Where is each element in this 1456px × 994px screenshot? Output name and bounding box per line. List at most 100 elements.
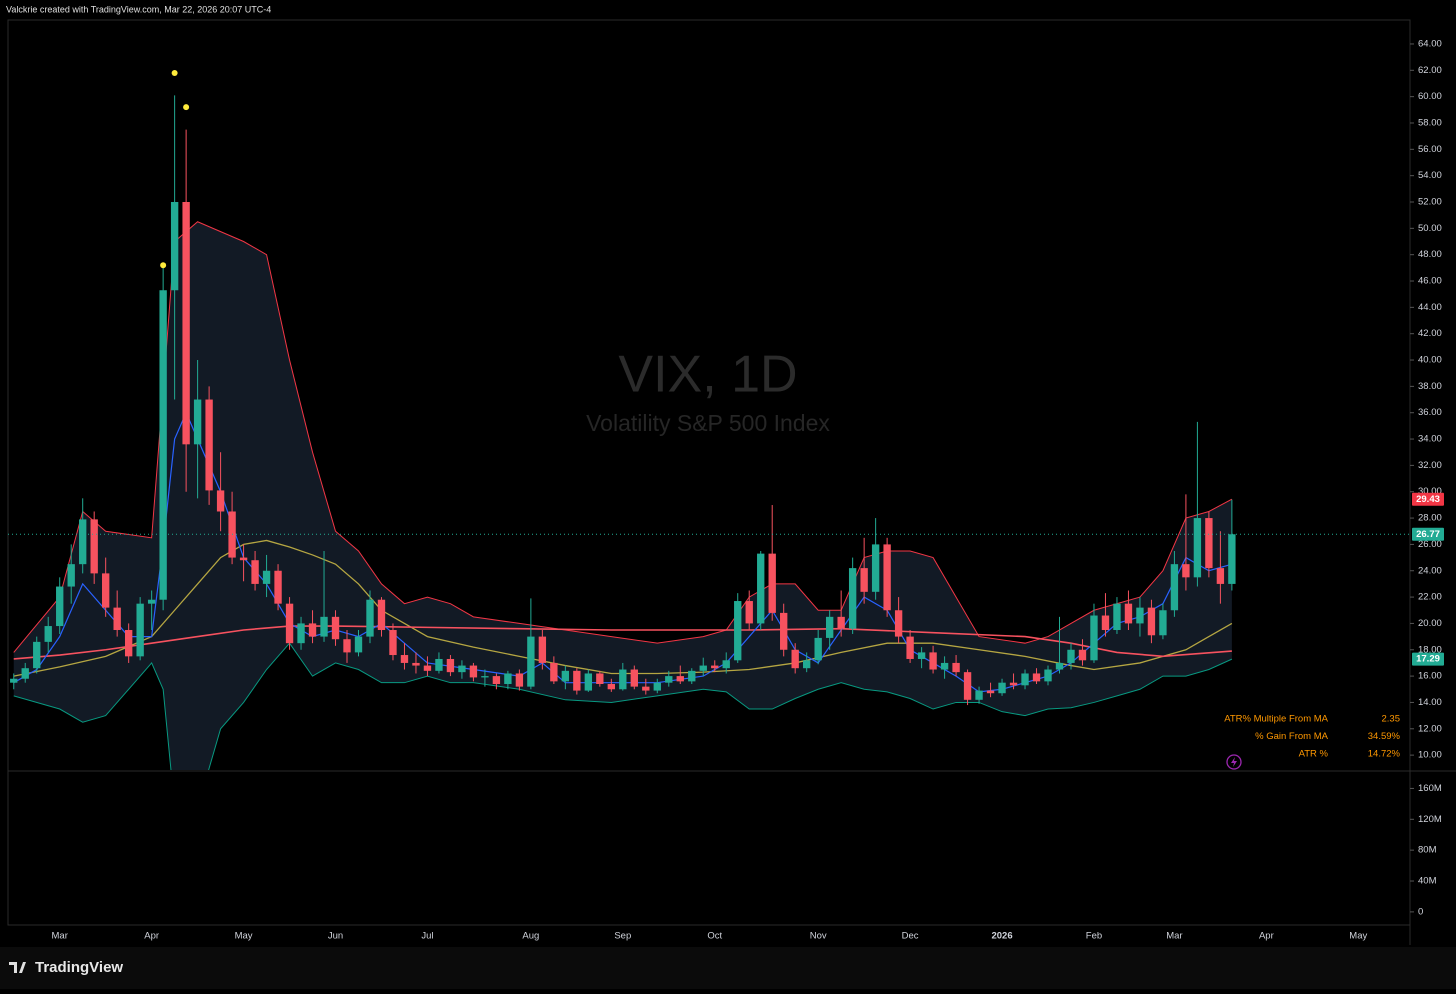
candle-body (676, 676, 684, 682)
volume-tick-label: 80M (1418, 845, 1437, 856)
candle-body (423, 665, 432, 671)
candle-body (688, 670, 696, 682)
watermark-title: VIX, 1D (618, 346, 797, 404)
candle-body (90, 519, 98, 574)
candle-body (320, 616, 328, 637)
volume-tick-label: 40M (1418, 876, 1437, 887)
y-tick-label: 50.00 (1418, 223, 1442, 234)
x-tick-label: Mar (52, 931, 68, 942)
candle-body (1078, 649, 1087, 661)
info-label: ATR % (1299, 749, 1329, 760)
candle-body (642, 686, 650, 691)
candle-body (458, 665, 466, 673)
price-tag-label: 26.77 (1416, 529, 1440, 540)
y-tick-label: 60.00 (1418, 91, 1442, 102)
footer-bar (0, 947, 1456, 989)
candle-body (1228, 534, 1236, 584)
candle-body (10, 678, 18, 683)
candle-body (619, 669, 627, 690)
candle-body (377, 599, 386, 631)
x-tick-label: Feb (1086, 931, 1102, 942)
logo-mark (9, 962, 26, 973)
candle-body (366, 599, 374, 637)
info-value: 2.35 (1382, 714, 1401, 725)
candle-body (699, 665, 707, 671)
candle-body (1147, 607, 1156, 636)
x-tick-label: Jul (421, 931, 433, 942)
y-tick-label: 56.00 (1418, 144, 1442, 155)
volume-tick-label: 0 (1418, 906, 1423, 917)
candle-body (768, 553, 776, 613)
candle-body (860, 568, 868, 592)
price-tag (1412, 527, 1444, 541)
candle-body (538, 636, 547, 663)
y-tick-label: 36.00 (1418, 407, 1442, 418)
y-tick-label: 46.00 (1418, 276, 1442, 287)
candle-body (998, 682, 1006, 694)
candle-body (389, 630, 397, 656)
candle-body (44, 626, 52, 642)
candle-body (159, 290, 167, 600)
y-tick-label: 48.00 (1418, 249, 1442, 260)
candle-body (1193, 518, 1202, 578)
indicator-line (13, 625, 1232, 660)
candle-body (21, 668, 29, 679)
candle-body (354, 636, 363, 653)
y-tick-label: 28.00 (1418, 513, 1442, 524)
candle-body (515, 673, 524, 687)
candle-body (147, 599, 156, 604)
candle-body (803, 660, 811, 669)
x-tick-label: 2026 (991, 931, 1012, 942)
candle-body (481, 676, 489, 678)
candle-body (653, 682, 661, 691)
alert-icon[interactable] (1226, 754, 1242, 770)
signal-marker (160, 262, 167, 269)
x-tick-label: Mar (1166, 931, 1182, 942)
candle-body (216, 490, 225, 512)
candle-body (113, 607, 121, 631)
candle-body (1216, 568, 1225, 584)
header-text: Valckrie created with TradingView.com, M… (6, 4, 271, 14)
candle-body (1032, 673, 1041, 682)
candle-body (929, 652, 937, 670)
candle-body (1205, 518, 1213, 569)
volume-tick-label: 120M (1418, 814, 1442, 825)
candle-body (1067, 649, 1075, 663)
candle-body (251, 560, 259, 584)
candle-body (1159, 610, 1167, 636)
logo-text: TradingView (35, 959, 123, 976)
candle-body (814, 637, 822, 661)
candle-body (527, 636, 535, 687)
candle-body (492, 676, 501, 685)
y-tick-label: 16.00 (1418, 671, 1442, 682)
y-tick-label: 40.00 (1418, 355, 1442, 366)
info-value: 14.72% (1368, 749, 1401, 760)
x-tick-label: May (235, 931, 253, 942)
price-tag (1412, 492, 1444, 506)
candle-body (940, 662, 949, 670)
y-tick-label: 62.00 (1418, 65, 1442, 76)
candle-body (596, 673, 604, 685)
y-tick-label: 64.00 (1418, 38, 1442, 49)
candle-body (883, 544, 891, 611)
x-tick-label: Nov (810, 931, 827, 942)
candle-body (780, 612, 788, 650)
candle-body (297, 623, 305, 644)
candle-body (906, 636, 914, 659)
candle-body (1170, 564, 1179, 611)
candle-body (871, 544, 880, 592)
x-tick-label: Jun (328, 931, 343, 942)
candle-body (837, 616, 845, 629)
candle-body (504, 673, 512, 685)
candle-body (745, 601, 753, 624)
candle-body (573, 670, 581, 691)
candle-body (56, 586, 64, 627)
candle-body (665, 676, 673, 683)
candle-body (1044, 669, 1052, 682)
candle-body (757, 553, 765, 624)
candle-body (205, 399, 213, 491)
x-tick-label: Apr (144, 931, 159, 942)
candle-body (711, 665, 719, 669)
candle-body (986, 690, 995, 694)
candle-body (136, 603, 144, 657)
